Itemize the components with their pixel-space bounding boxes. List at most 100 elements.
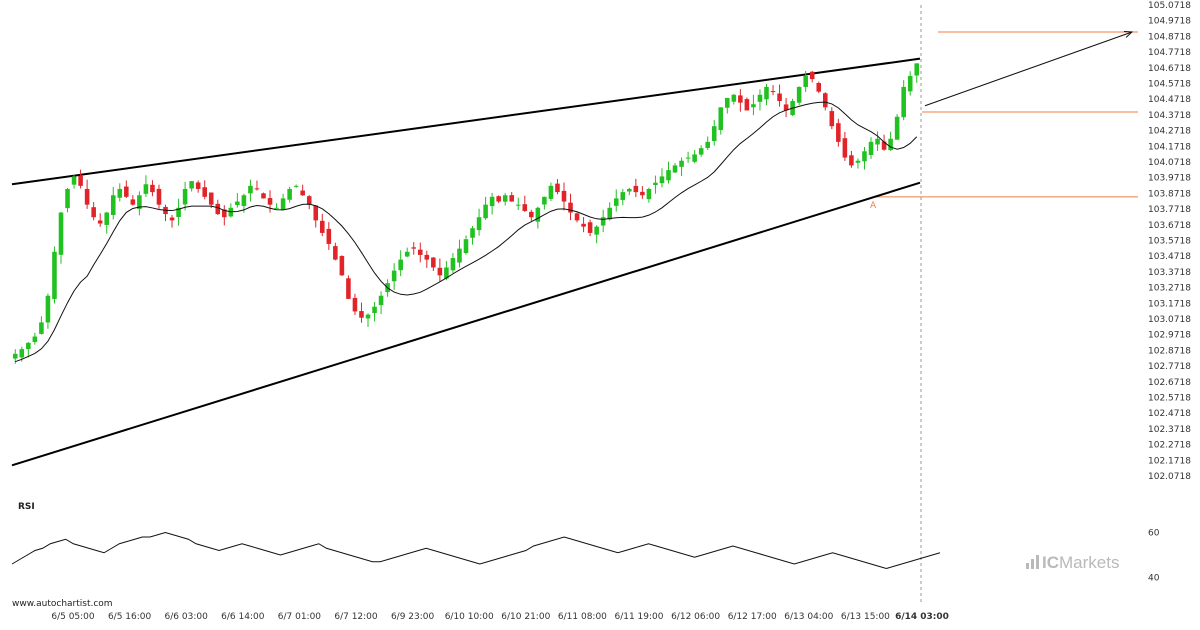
forecast-arrow [924,31,1134,107]
candle-body [463,239,469,254]
candle-body [855,160,861,163]
ma-line [15,101,918,363]
moving-average [15,101,918,363]
candle-body [862,151,867,162]
y-tick-label: 104.1718 [1148,142,1191,152]
candle-body [150,184,155,193]
wedge-pattern [11,57,921,467]
y-tick-label: 102.5718 [1148,394,1191,404]
candle-body [306,196,312,205]
candle-body [587,222,593,233]
candle-body [529,211,534,218]
candle-body [594,226,599,235]
rsi-level-40: 40 [1148,574,1160,584]
candle-body [12,353,18,359]
candle-body [627,188,632,192]
candle-body [548,185,554,199]
y-tick-label: 103.7718 [1148,205,1191,215]
x-tick-label: 6/9 23:00 [391,612,435,622]
brand-name: ICMarkets [1042,553,1119,572]
candle-body [711,126,717,142]
candle-body [574,213,580,221]
candle-body [104,212,110,225]
candle-body [561,190,567,202]
candle-body [796,86,802,103]
candle-body [666,170,671,181]
candle-body [202,187,207,197]
candle-body [117,188,123,198]
candle-body [241,195,247,207]
y-tick-label: 103.6718 [1148,221,1191,231]
candle-body [124,186,129,197]
y-tick-label: 103.3718 [1148,268,1191,278]
candle-body [208,192,214,205]
candle-body [398,259,403,271]
candle-body [280,198,286,210]
candle-body [189,181,194,189]
candle-body [620,192,626,200]
y-tick-label: 103.1718 [1148,299,1191,309]
candle-body [78,175,83,186]
x-tick-label: 6/11 08:00 [558,612,607,622]
x-tick-label: 6/12 06:00 [671,612,720,622]
candle-body [757,94,763,102]
candle-body [633,185,639,193]
y-tick-label: 102.7718 [1148,362,1191,372]
candle-body [881,141,887,150]
candle-body [822,93,828,108]
candle-body [489,196,495,207]
y-tick-label: 103.4718 [1148,252,1191,262]
x-tick-label: 6/10 10:00 [445,612,494,622]
candle-body [522,204,528,211]
candle-body [836,123,841,142]
y-axis-ticks: 105.0718 104.9718 104.8718 104.7718 104.6718… [1148,1,1191,482]
y-tick-label: 102.6718 [1148,378,1191,388]
candle-body [417,249,423,255]
candle-body [770,91,776,93]
candle-body [339,256,345,276]
candle-body [19,349,25,358]
candle-body [849,155,854,166]
y-tick-label: 104.8718 [1148,32,1191,42]
candle-body [731,94,737,102]
y-tick-label: 102.0718 [1148,472,1191,482]
y-tick-label: 104.6718 [1148,64,1191,74]
rsi-title: RSI [18,502,35,512]
candle-body [300,190,305,196]
bars-icon [1026,555,1039,569]
candle-body [502,195,508,202]
y-tick-label: 102.1718 [1148,456,1191,466]
candle-body [65,188,70,209]
rsi-panel: RSI 60 40 [11,502,1160,584]
brand-logo: ICMarkets [1026,553,1119,572]
candle-body [39,322,44,334]
candle-body [470,228,475,238]
x-tick-label: 6/6 03:00 [165,612,209,622]
candle-body [535,207,541,222]
candle-body [110,195,116,215]
candle-body [248,185,253,194]
candle-body [320,220,325,233]
y-tick-label: 104.5718 [1148,80,1191,90]
candle-body [718,107,724,131]
candle-body [888,138,893,151]
candle-body [411,247,417,249]
y-tick-label: 102.3718 [1148,425,1191,435]
x-tick-label: 6/5 05:00 [51,612,95,622]
y-tick-label: 104.3718 [1148,111,1191,121]
candle-body [137,195,142,209]
x-tick-label: 6/7 12:00 [334,612,378,622]
y-tick-label: 104.0718 [1148,158,1191,168]
candle-body [267,198,273,205]
candle-body [725,97,730,108]
candle-body [692,154,697,162]
candle-body [751,104,756,108]
candle-body [542,196,547,205]
y-tick-label: 103.2718 [1148,284,1191,294]
candle-body [391,270,397,282]
x-tick-label: 6/11 19:00 [614,612,663,622]
candle-body [809,71,815,80]
x-tick-label: 6/14 03:00 [895,612,949,622]
candle-body [235,201,240,206]
candle-body [705,141,710,148]
